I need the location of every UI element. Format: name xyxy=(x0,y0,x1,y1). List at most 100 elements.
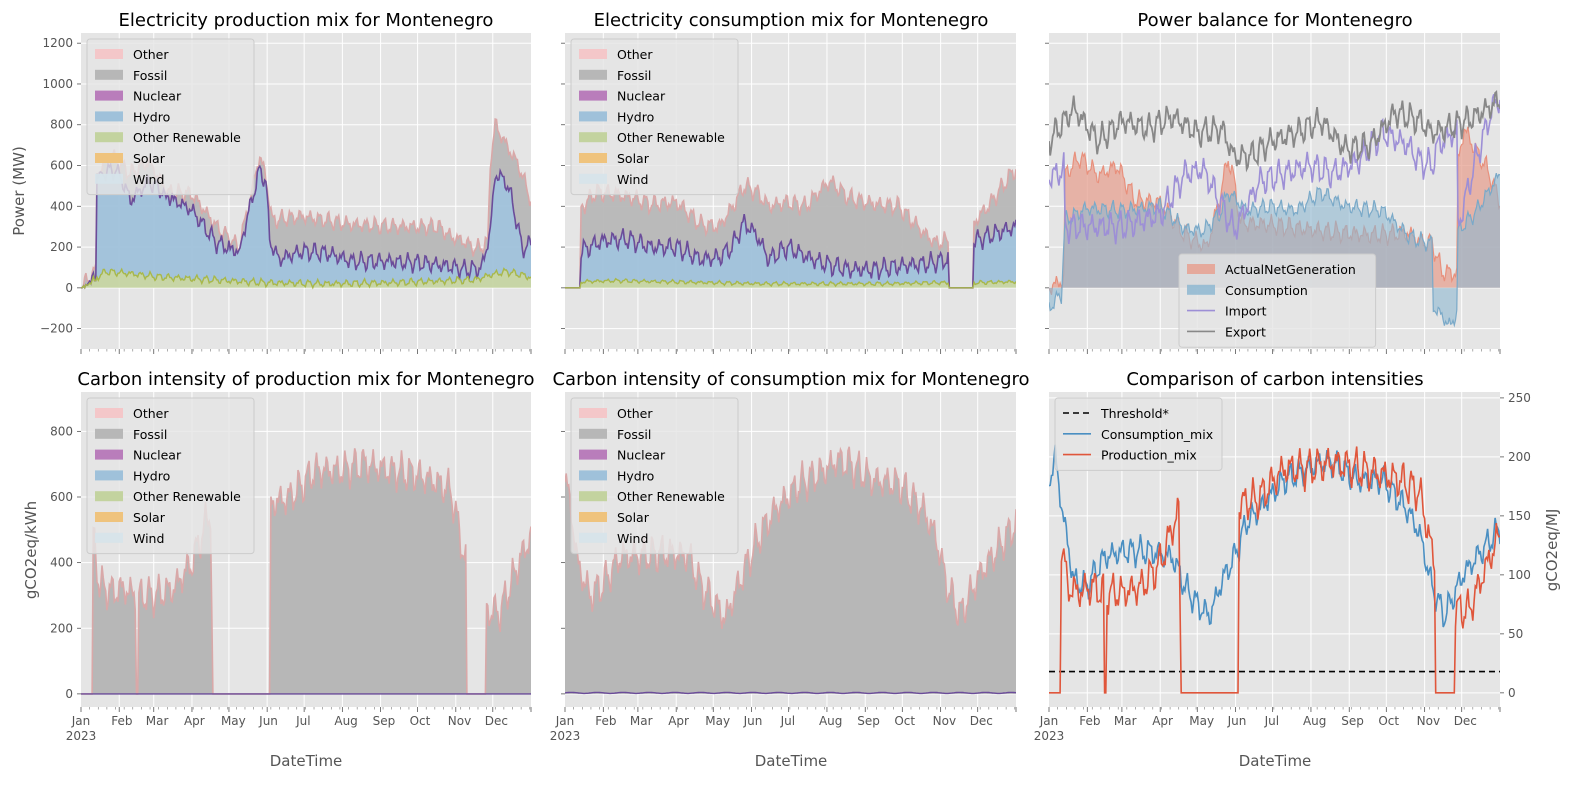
xtick-label: Mar xyxy=(1114,714,1137,728)
import-line xyxy=(1049,93,1500,245)
legend-entry: Nuclear xyxy=(133,448,182,463)
legend-entry: Production_mix xyxy=(1101,448,1197,463)
xtick-label: Sep xyxy=(373,714,396,728)
legend-swatch xyxy=(579,532,607,543)
xtick-label: Dec xyxy=(485,714,508,728)
consumption-area xyxy=(1049,173,1500,326)
fossil-area xyxy=(81,448,531,694)
xtick-label: Apr xyxy=(668,714,689,728)
xtick-label: Jan xyxy=(1039,714,1059,728)
legend-swatch xyxy=(579,49,607,59)
xtick-label: Oct xyxy=(894,714,915,728)
legend: ActualNetGeneration Consumption Import Expo… xyxy=(1178,253,1377,348)
export-line xyxy=(1049,89,1500,173)
total-line xyxy=(565,446,1016,629)
legend-entry: Other xyxy=(133,406,169,421)
panel-title-ci-comparison: Comparison of carbon intensities xyxy=(1126,369,1423,390)
ytick-label: 0 xyxy=(65,281,73,295)
renewable-line xyxy=(81,267,531,290)
xtick-label: Apr xyxy=(1152,714,1173,728)
xtick-label: Jul xyxy=(295,714,310,728)
panel-p3: ActualNetGeneration Consumption Import Expo… xyxy=(1045,33,1501,354)
fossil-area xyxy=(565,446,1016,694)
production-mix-line xyxy=(1049,446,1500,694)
legend-entry: ActualNetGeneration xyxy=(1225,262,1356,277)
legend: Other Fossil Nuclear Hydro Other Renewable So… xyxy=(86,38,255,196)
chart-panels: −200020040060080010001200OtherFossilNucl… xyxy=(40,33,1531,743)
legend-entry: Consumption xyxy=(1225,283,1308,298)
legend: Other Fossil Nuclear Hydro Other Renewable So… xyxy=(570,38,739,196)
hydro-area xyxy=(81,164,531,288)
xtick-label: Feb xyxy=(595,714,616,728)
legend-swatch xyxy=(579,408,607,418)
legend-swatch xyxy=(95,132,123,143)
legend-entry: Other xyxy=(617,47,653,62)
legend-swatch xyxy=(579,69,607,80)
xtick-label: Jan xyxy=(71,714,91,728)
legend-swatch xyxy=(95,408,123,418)
legend-swatch xyxy=(579,90,607,101)
ytick-label: 200 xyxy=(1508,450,1531,464)
xtick-label: Sep xyxy=(857,714,880,728)
legend-entry: Solar xyxy=(133,510,166,525)
xtick-label: May xyxy=(221,714,246,728)
legend-frame xyxy=(1178,253,1377,348)
xtick-label: Dec xyxy=(970,714,993,728)
plot-marks-p6 xyxy=(1049,444,1500,694)
ytick-label: 100 xyxy=(1508,568,1531,582)
legend: Other Fossil Nuclear Hydro Other Renewable So… xyxy=(86,397,255,555)
legend-swatch xyxy=(579,173,607,184)
legend-entry: Hydro xyxy=(617,468,654,483)
legend-entry: Fossil xyxy=(133,427,167,442)
ytick-label: 1000 xyxy=(42,77,73,91)
plot-marks-p3 xyxy=(1049,89,1500,328)
ytick-label: 200 xyxy=(50,621,73,635)
legend-entry: Fossil xyxy=(617,68,651,83)
xtick-label: Jun xyxy=(258,714,278,728)
panel-title-production-mix: Electricity production mix for Montenegr… xyxy=(119,10,494,31)
panel-title-consumption-mix: Electricity consumption mix for Monteneg… xyxy=(594,10,989,31)
ytick-label: 0 xyxy=(65,687,73,701)
xtick-label: Feb xyxy=(111,714,132,728)
legend: Other Fossil Nuclear Hydro Other Renewable So… xyxy=(570,397,739,555)
legend-entry: Solar xyxy=(617,151,650,166)
legend-entry: Hydro xyxy=(617,109,654,124)
ytick-label: 200 xyxy=(50,240,73,254)
legend-entry: Consumption_mix xyxy=(1101,427,1213,442)
xtick-label: Nov xyxy=(448,714,471,728)
legend-entry: Nuclear xyxy=(617,448,666,463)
panel-title-power-balance: Power balance for Montenegro xyxy=(1137,10,1412,31)
xtick-label: Aug xyxy=(1303,714,1326,728)
panel-p2: Other Fossil Nuclear Hydro Other Renewable So… xyxy=(561,33,1017,354)
legend-frame xyxy=(570,38,739,196)
legend-entry: Fossil xyxy=(617,427,651,442)
legend-swatch xyxy=(579,132,607,143)
legend-swatch xyxy=(95,173,123,184)
legend-swatch xyxy=(95,90,123,101)
legend-entry: Threshold* xyxy=(1100,406,1169,421)
xtick-label: Mar xyxy=(146,714,169,728)
legend-swatch xyxy=(95,153,123,163)
legend-swatch xyxy=(579,428,607,439)
legend-entry: Hydro xyxy=(133,109,170,124)
x-axis-label-datetime-1: DateTime xyxy=(270,752,343,770)
panel-p1: −200 0 200 400 600 800 1000 1200 Other Fossil Nucl… xyxy=(40,33,532,354)
xtick-label: Oct xyxy=(410,714,431,728)
ytick-label: 600 xyxy=(50,159,73,173)
legend-entry: Nuclear xyxy=(617,89,666,104)
legend-entry: Wind xyxy=(133,172,164,187)
total-line xyxy=(565,168,1016,289)
ytick-label: 50 xyxy=(1508,627,1523,641)
legend-swatch xyxy=(579,491,607,502)
renewable-area xyxy=(565,278,1016,288)
legend-swatch xyxy=(579,111,607,122)
legend-entry: Hydro xyxy=(133,468,170,483)
legend-entry: Other Renewable xyxy=(133,489,241,504)
xtick-label: Jun xyxy=(1227,714,1247,728)
panel-title-ci-production: Carbon intensity of production mix for M… xyxy=(77,369,534,390)
xtick-label: Aug xyxy=(334,714,357,728)
hydro-line xyxy=(565,213,1016,289)
ytick-label: 400 xyxy=(50,556,73,570)
